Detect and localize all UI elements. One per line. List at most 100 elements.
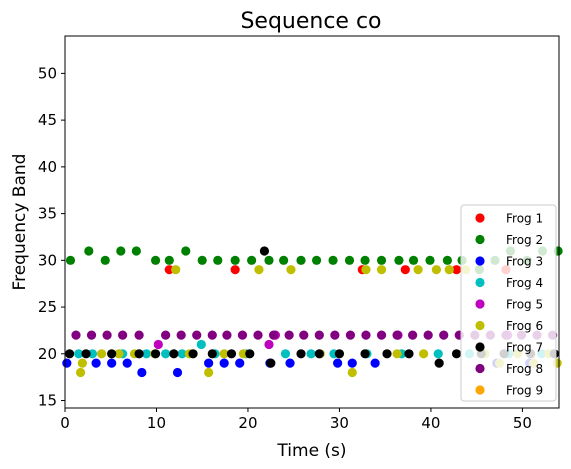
data-point-frog2-21 — [408, 255, 419, 265]
data-point-frog2-1 — [84, 246, 94, 256]
legend-box — [460, 204, 557, 402]
data-point-frog5-1 — [264, 339, 274, 350]
y-tick-label: 35 — [38, 205, 57, 223]
legend-marker-frog2 — [475, 234, 485, 245]
data-point-frog4-6 — [196, 339, 206, 350]
x-axis-label: Time (s) — [276, 441, 346, 461]
data-point-frog2-0 — [65, 255, 76, 265]
data-point-frog4-14 — [433, 349, 443, 359]
data-point-frog8-0 — [71, 330, 81, 340]
legend-label-frog9: Frog 9 — [506, 384, 543, 398]
data-point-frog2-13 — [279, 255, 289, 265]
data-point-frog4-9 — [280, 349, 291, 359]
data-point-frog8-2 — [102, 330, 112, 340]
data-point-frog3-5 — [172, 367, 183, 378]
data-point-frog6-21 — [444, 265, 454, 275]
data-point-frog2-5 — [150, 255, 161, 265]
data-point-frog1-0 — [164, 265, 174, 275]
legend-label-frog8: Frog 8 — [506, 362, 543, 376]
x-tick-label: 30 — [330, 414, 349, 432]
data-point-frog2-10 — [230, 255, 240, 265]
legend-marker-frog7 — [475, 342, 485, 352]
data-point-frog5-0 — [153, 339, 163, 350]
y-tick-label: 40 — [38, 158, 57, 176]
data-point-frog8-7 — [192, 330, 202, 340]
data-point-frog7-18 — [434, 358, 444, 368]
data-point-frog7-17 — [404, 349, 414, 359]
data-point-frog8-13 — [284, 330, 294, 340]
data-point-frog8-4 — [134, 330, 144, 340]
legend-label-frog5: Frog 5 — [506, 298, 543, 312]
data-point-frog8-1 — [86, 330, 97, 340]
chart-title: Sequence co — [240, 9, 381, 34]
data-point-frog8-6 — [176, 330, 186, 340]
data-point-frog4-1 — [87, 349, 98, 359]
data-point-frog6-2 — [96, 349, 107, 359]
x-tick-label: 40 — [421, 414, 440, 432]
data-point-frog8-21 — [408, 330, 418, 340]
data-point-frog8-5 — [161, 330, 171, 340]
data-point-frog3-11 — [333, 358, 343, 368]
data-point-frog8-15 — [314, 330, 324, 340]
data-point-frog6-3 — [114, 349, 124, 359]
x-axis-ticks: 0 10 20 30 40 50 — [60, 408, 532, 432]
data-point-frog2-12 — [264, 255, 274, 265]
data-point-frog7-4 — [150, 349, 161, 359]
data-point-frog3-2 — [107, 358, 117, 368]
data-point-frog2-17 — [344, 255, 355, 265]
data-point-frog4-5 — [177, 349, 187, 359]
data-point-frog2-6 — [164, 255, 174, 265]
data-point-frog7-11 — [266, 358, 276, 368]
data-point-frog6-17 — [392, 349, 402, 359]
data-point-frog8-12 — [268, 330, 279, 340]
data-point-frog6-8 — [204, 367, 214, 378]
data-point-frog3-6 — [204, 358, 214, 368]
legend-marker-frog8 — [475, 363, 485, 374]
data-point-frog2-20 — [394, 255, 404, 265]
data-point-frog8-20 — [392, 330, 402, 340]
data-point-frog8-17 — [345, 330, 356, 340]
data-point-frog3-0 — [62, 358, 72, 368]
data-point-frog7-0 — [64, 349, 75, 359]
data-point-frog8-9 — [222, 330, 232, 340]
data-point-frog4-4 — [161, 349, 171, 359]
data-point-frog7-2 — [107, 349, 117, 359]
x-tick-label: 0 — [60, 414, 70, 432]
y-tick-label: 50 — [38, 64, 57, 82]
y-axis-ticks: 15 20 25 30 35 40 45 50 — [38, 64, 65, 410]
data-point-frog4-10 — [306, 349, 316, 359]
data-point-frog6-12 — [286, 265, 296, 275]
data-point-frog2-11 — [247, 255, 257, 265]
data-point-frog7-3 — [134, 349, 144, 359]
data-point-frog2-14 — [296, 255, 306, 265]
legend-marker-frog4 — [475, 277, 485, 288]
data-point-frog7-6 — [188, 349, 198, 359]
data-point-frog8-16 — [330, 330, 340, 340]
legend-marker-frog3 — [475, 256, 485, 266]
data-point-frog1-4 — [451, 265, 462, 275]
data-point-frog1-1 — [230, 265, 240, 275]
data-point-frog2-7 — [181, 246, 191, 256]
y-tick-label: 20 — [38, 345, 57, 363]
data-point-frog2-22 — [425, 255, 435, 265]
data-point-frog3-8 — [235, 358, 245, 368]
data-point-frog7-13 — [314, 349, 324, 359]
data-point-frog8-11 — [253, 330, 263, 340]
data-point-frog6-14 — [347, 367, 357, 378]
data-point-frog7-8 — [226, 349, 237, 359]
data-point-frog8-14 — [299, 330, 309, 340]
data-point-frog6-1 — [77, 358, 87, 368]
y-tick-label: 30 — [38, 251, 57, 269]
legend-label-frog3: Frog 3 — [506, 255, 543, 269]
data-point-frog6-11 — [254, 265, 264, 275]
data-point-frog8-10 — [237, 330, 248, 340]
data-point-frog3-4 — [137, 367, 147, 378]
legend-marker-frog6 — [475, 320, 485, 331]
data-point-frog7-5 — [169, 349, 179, 359]
data-point-frog8-3 — [118, 330, 128, 340]
data-point-frog6-9 — [219, 349, 229, 359]
legend-label-frog4: Frog 4 — [506, 276, 543, 290]
legend-marker-frog1 — [475, 213, 485, 223]
data-point-frog7-9 — [245, 349, 255, 359]
data-point-frog7-15 — [360, 349, 370, 359]
